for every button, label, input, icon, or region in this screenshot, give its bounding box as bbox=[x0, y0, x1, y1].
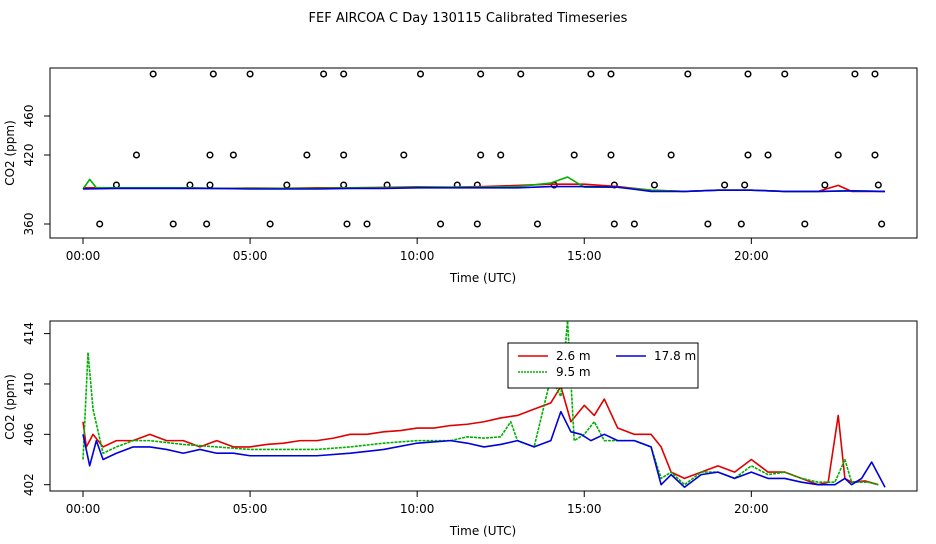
outlier-point bbox=[610, 220, 618, 228]
y-tick-label: 406 bbox=[22, 423, 36, 446]
x-tick-label: 20:00 bbox=[734, 502, 769, 516]
outlier-point bbox=[878, 220, 886, 228]
outlier-point bbox=[206, 151, 214, 159]
outlier-point bbox=[801, 220, 809, 228]
outlier-point bbox=[203, 220, 211, 228]
outlier-point bbox=[704, 220, 712, 228]
outlier-point bbox=[169, 220, 177, 228]
top-panel: 360 420 460 00:00 05:00 10:00 15:00 20:00 Time… bbox=[3, 67, 918, 285]
outlier-point bbox=[437, 220, 445, 228]
top-outlier-points bbox=[96, 70, 886, 228]
x-tick-label: 15:00 bbox=[567, 249, 602, 263]
outlier-point bbox=[473, 220, 481, 228]
outlier-point bbox=[209, 70, 217, 78]
outlier-point bbox=[741, 181, 749, 189]
x-tick-label: 05:00 bbox=[233, 502, 268, 516]
bottom-x-axis: 00:00 05:00 10:00 15:00 20:00 bbox=[66, 491, 769, 516]
legend-label-2-6m: 2.6 m bbox=[556, 349, 591, 363]
top-x-axis: 00:00 05:00 10:00 15:00 20:00 bbox=[66, 238, 769, 263]
x-tick-label: 10:00 bbox=[400, 249, 435, 263]
outlier-point bbox=[764, 151, 772, 159]
y-tick-label: 414 bbox=[22, 322, 36, 345]
x-tick-label: 05:00 bbox=[233, 249, 268, 263]
outlier-point bbox=[834, 151, 842, 159]
outlier-point bbox=[303, 151, 311, 159]
top-x-label: Time (UTC) bbox=[449, 271, 516, 285]
outlier-point bbox=[96, 220, 104, 228]
top-plot-frame bbox=[49, 67, 918, 239]
outlier-point bbox=[721, 181, 729, 189]
x-tick-label: 00:00 bbox=[66, 502, 101, 516]
outlier-point bbox=[821, 181, 829, 189]
outlier-point bbox=[186, 181, 194, 189]
outlier-point bbox=[320, 70, 328, 78]
y-tick-label: 460 bbox=[22, 105, 36, 128]
series-line-2-6-m bbox=[82, 385, 879, 486]
outlier-point bbox=[363, 220, 371, 228]
outlier-point bbox=[340, 70, 348, 78]
y-tick-label: 410 bbox=[22, 373, 36, 396]
outlier-point bbox=[781, 70, 789, 78]
top-series-lines bbox=[82, 176, 886, 193]
outlier-point bbox=[132, 151, 141, 159]
bottom-series-lines bbox=[82, 320, 886, 489]
outlier-point bbox=[587, 70, 595, 78]
outlier-point bbox=[206, 181, 214, 189]
outlier-point bbox=[533, 220, 542, 228]
legend-label-9-5m: 9.5 m bbox=[556, 365, 591, 379]
outlier-point bbox=[340, 151, 348, 159]
outlier-point bbox=[737, 220, 745, 228]
outlier-point bbox=[517, 70, 525, 78]
outlier-point bbox=[416, 70, 425, 78]
bottom-plot-frame bbox=[49, 320, 918, 492]
top-y-label: CO2 (ppm) bbox=[3, 120, 17, 186]
legend-label-17-8m: 17.8 m bbox=[654, 349, 696, 363]
outlier-point bbox=[229, 151, 237, 159]
outlier-point bbox=[497, 151, 505, 159]
top-y-axis: 360 420 460 bbox=[22, 105, 50, 236]
outlier-point bbox=[684, 70, 692, 78]
bottom-y-axis: 402 406 410 414 bbox=[22, 322, 50, 496]
outlier-point bbox=[266, 220, 274, 228]
outlier-point bbox=[149, 70, 157, 78]
outlier-point bbox=[112, 181, 120, 189]
outlier-point bbox=[871, 151, 879, 159]
figure-title: FEF AIRCOA C Day 130115 Calibrated Times… bbox=[309, 11, 628, 26]
x-tick-label: 10:00 bbox=[400, 502, 435, 516]
outlier-point bbox=[667, 151, 675, 159]
outlier-point bbox=[477, 151, 485, 159]
outlier-point bbox=[343, 220, 351, 228]
legend-box bbox=[507, 342, 699, 389]
outlier-point bbox=[871, 70, 879, 78]
bottom-y-label: CO2 (ppm) bbox=[3, 374, 17, 440]
outlier-point bbox=[570, 151, 578, 159]
outlier-point bbox=[477, 70, 485, 78]
outlier-point bbox=[283, 181, 291, 189]
series-line-9-5-m bbox=[82, 320, 879, 486]
outlier-point bbox=[744, 151, 752, 159]
outlier-point bbox=[630, 220, 638, 228]
outlier-point bbox=[246, 70, 254, 78]
outlier-point bbox=[607, 70, 615, 78]
outlier-point bbox=[874, 181, 882, 189]
y-tick-label: 360 bbox=[22, 213, 36, 236]
y-tick-label: 402 bbox=[22, 473, 36, 496]
y-tick-label: 420 bbox=[22, 144, 36, 167]
outlier-point bbox=[340, 181, 348, 189]
x-tick-label: 20:00 bbox=[734, 249, 769, 263]
outlier-point bbox=[744, 70, 752, 78]
series-line-9-5-m bbox=[82, 176, 886, 193]
x-tick-label: 15:00 bbox=[567, 502, 602, 516]
outlier-point bbox=[851, 70, 859, 78]
x-tick-label: 00:00 bbox=[66, 249, 101, 263]
series-line-17-8-m bbox=[82, 185, 886, 193]
legend: 2.6 m 17.8 m 9.5 m bbox=[507, 342, 699, 389]
series-line-17-8-m bbox=[82, 410, 886, 489]
bottom-panel: 402 406 410 414 00:00 05:00 10:00 15:00 20:00 T… bbox=[3, 320, 918, 538]
outlier-point bbox=[607, 151, 615, 159]
outlier-point bbox=[400, 151, 408, 159]
outlier-point bbox=[650, 181, 658, 189]
bottom-x-label: Time (UTC) bbox=[449, 524, 516, 538]
